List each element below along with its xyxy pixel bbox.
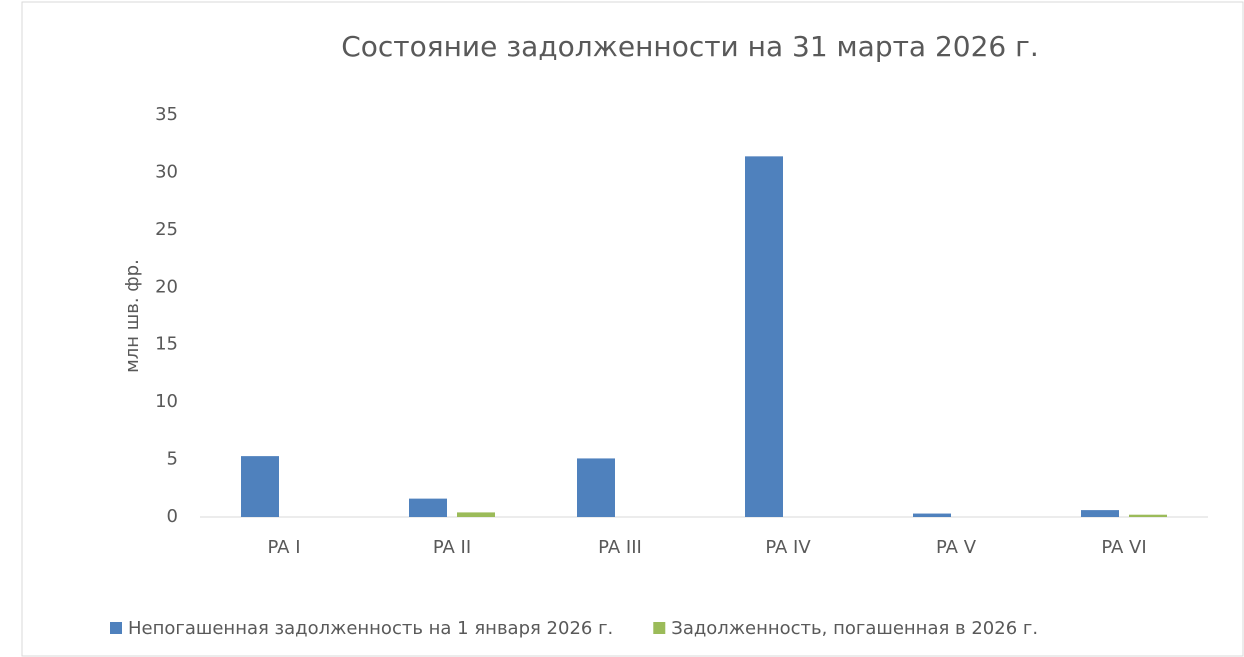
bar [577,458,615,517]
legend-swatch [653,622,666,634]
x-tick-label: PA I [267,537,300,558]
y-tick-label: 10 [155,391,178,412]
y-tick-label: 15 [155,334,178,355]
x-tick-label: PA IV [765,537,811,558]
y-tick-label: 30 [155,161,178,182]
y-tick-label: 5 [167,449,178,470]
legend-swatch [110,622,122,634]
bar [1081,510,1119,517]
x-tick-label: PA III [598,537,642,558]
y-axis-label: млн шв. фр. [122,259,143,373]
y-tick-label: 25 [155,219,178,240]
y-tick-label: 0 [167,506,178,527]
legend-label: Задолженность, погашенная в 2026 г. [671,618,1038,639]
x-tick-label: PA V [936,537,977,558]
x-tick-label: PA II [433,537,471,558]
bar [409,498,447,517]
y-tick-label: 20 [155,276,178,297]
chart-title: Состояние задолженности на 31 марта 2026… [341,30,1039,63]
y-tick-label: 35 [155,104,178,125]
bar [241,456,279,517]
legend-label: Непогашенная задолженность на 1 января 2… [128,618,613,639]
bar [457,512,495,517]
chart-border [21,1,1244,657]
x-tick-label: PA VI [1101,537,1146,558]
bar [913,513,951,517]
bar [745,156,783,517]
bar [1129,514,1167,517]
